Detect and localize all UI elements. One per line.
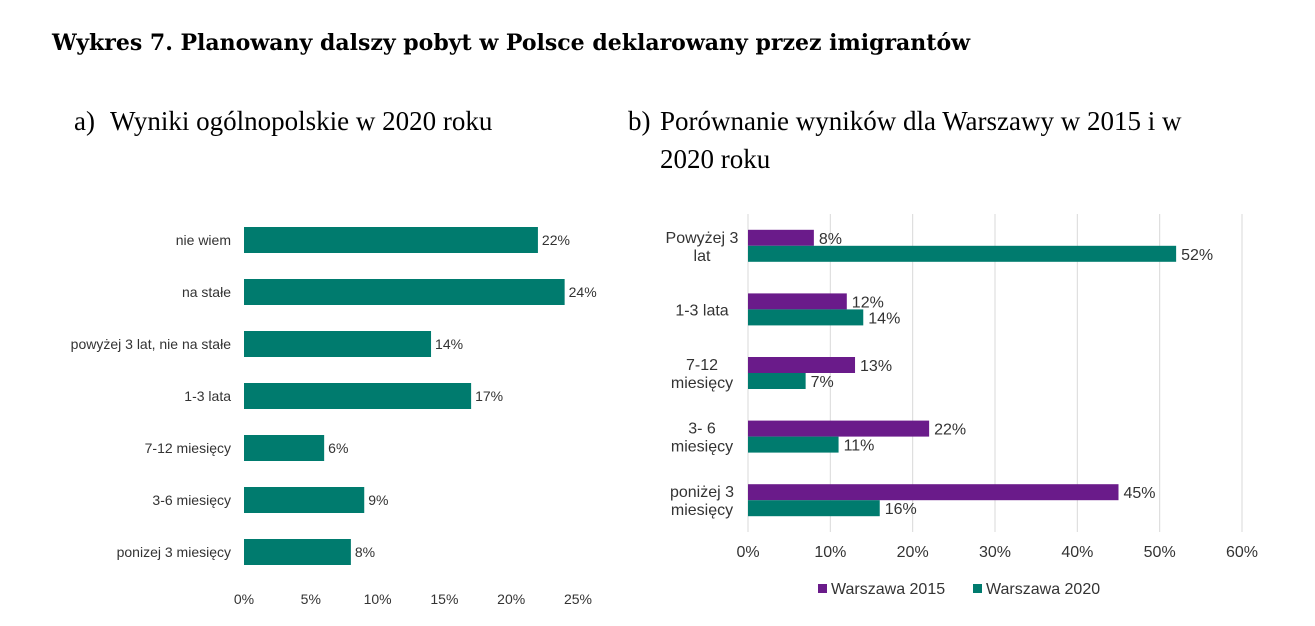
- panel-b-subtitle: b) Porównanie wyników dla Warszawy w 2015…: [628, 102, 1288, 178]
- panel-b-title-line1: Porównanie wyników dla Warszawy w 2015 i…: [660, 106, 1182, 136]
- data-label-b-4-1: 16%: [885, 501, 917, 518]
- panel-b-letter: b): [628, 106, 651, 136]
- x-tick-label-b-1: 10%: [814, 544, 846, 561]
- legend-label-b-1: Warszawa 2020: [986, 581, 1100, 598]
- category-label-b-4-1: miesięcy: [671, 502, 733, 519]
- legend-swatch-b-1: [973, 584, 982, 593]
- data-label-b-3-0: 22%: [934, 422, 966, 439]
- category-label-a-2: powyżej 3 lat, nie na stałe: [71, 336, 232, 352]
- panel-a-letter: a): [74, 106, 95, 136]
- bar-b-2-0: [748, 357, 856, 373]
- bar-a-6: [244, 539, 351, 565]
- bar-a-0: [244, 227, 538, 253]
- category-label-a-1: na stałe: [182, 284, 231, 300]
- data-label-b-4-0: 45%: [1124, 485, 1156, 502]
- data-label-a-0: 22%: [542, 232, 570, 248]
- x-tick-label-b-5: 50%: [1144, 544, 1176, 561]
- data-label-a-4: 6%: [328, 440, 348, 456]
- bar-b-1-0: [748, 293, 847, 310]
- x-tick-label-a-1: 5%: [301, 591, 321, 607]
- legend-label-b-0: Warszawa 2015: [831, 581, 945, 598]
- data-label-b-2-1: 7%: [811, 374, 834, 391]
- x-tick-label-b-0: 0%: [736, 544, 759, 561]
- data-label-b-1-0: 12%: [852, 294, 884, 311]
- legend-swatch-b-0: [818, 584, 827, 593]
- bar-a-3: [244, 383, 472, 409]
- category-label-b-2-1: miesięcy: [671, 375, 733, 392]
- figure-title: Wykres 7. Planowany dalszy pobyt w Polsc…: [52, 30, 971, 56]
- bar-a-5: [244, 487, 365, 513]
- data-label-a-2: 14%: [435, 336, 463, 352]
- category-label-a-5: 3-6 miesięcy: [152, 492, 231, 508]
- bar-b-0-0: [748, 229, 814, 246]
- category-label-b-0-1: lat: [694, 248, 711, 265]
- category-label-b-4-0: poniżej 3: [670, 484, 734, 501]
- bar-b-2-1: [748, 373, 806, 389]
- panel-a-subtitle: a) Wyniki ogólnopolskie w 2020 roku: [74, 102, 492, 140]
- bar-b-4-0: [748, 484, 1119, 501]
- data-label-b-2-0: 13%: [860, 358, 892, 375]
- category-label-b-3-0: 3- 6: [688, 421, 716, 438]
- x-tick-label-a-2: 10%: [364, 591, 392, 607]
- x-tick-label-b-2: 20%: [897, 544, 929, 561]
- category-label-a-6: ponizej 3 miesięcy: [117, 544, 231, 560]
- x-tick-label-a-5: 25%: [564, 591, 592, 607]
- panel-a-title: Wyniki ogólnopolskie w 2020 roku: [110, 106, 493, 136]
- data-label-a-1: 24%: [569, 284, 597, 300]
- data-label-b-0-1: 52%: [1181, 247, 1213, 264]
- category-label-b-0-0: Powyżej 3: [666, 230, 739, 247]
- x-tick-label-a-4: 20%: [497, 591, 525, 607]
- category-label-a-0: nie wiem: [176, 232, 231, 248]
- x-tick-label-a-0: 0%: [234, 591, 254, 607]
- data-label-b-0-0: 8%: [819, 231, 842, 248]
- category-label-b-1-0: 1-3 lata: [675, 302, 728, 319]
- data-label-b-3-1: 11%: [844, 438, 875, 455]
- x-tick-label-b-6: 60%: [1226, 544, 1258, 561]
- bar-b-1-1: [748, 309, 864, 326]
- bar-a-2: [244, 331, 432, 357]
- data-label-b-1-1: 14%: [868, 310, 900, 327]
- x-tick-label-b-4: 40%: [1061, 544, 1093, 561]
- category-label-b-3-1: miesięcy: [671, 439, 733, 456]
- bar-b-3-0: [748, 420, 930, 437]
- data-label-a-5: 9%: [368, 492, 388, 508]
- bar-b-4-1: [748, 500, 880, 517]
- x-tick-label-a-3: 15%: [430, 591, 458, 607]
- bar-a-4: [244, 435, 325, 461]
- bar-a-1: [244, 279, 565, 305]
- data-label-a-6: 8%: [355, 544, 375, 560]
- x-tick-label-b-3: 30%: [979, 544, 1011, 561]
- category-label-a-3: 1-3 lata: [184, 388, 231, 404]
- bar-b-0-1: [748, 245, 1177, 262]
- category-label-b-2-0: 7-12: [686, 357, 718, 374]
- bar-b-3-1: [748, 436, 839, 453]
- category-label-a-4: 7-12 miesięcy: [145, 440, 231, 456]
- data-label-a-3: 17%: [475, 388, 503, 404]
- panel-b-title-line2: 2020 roku: [660, 144, 771, 174]
